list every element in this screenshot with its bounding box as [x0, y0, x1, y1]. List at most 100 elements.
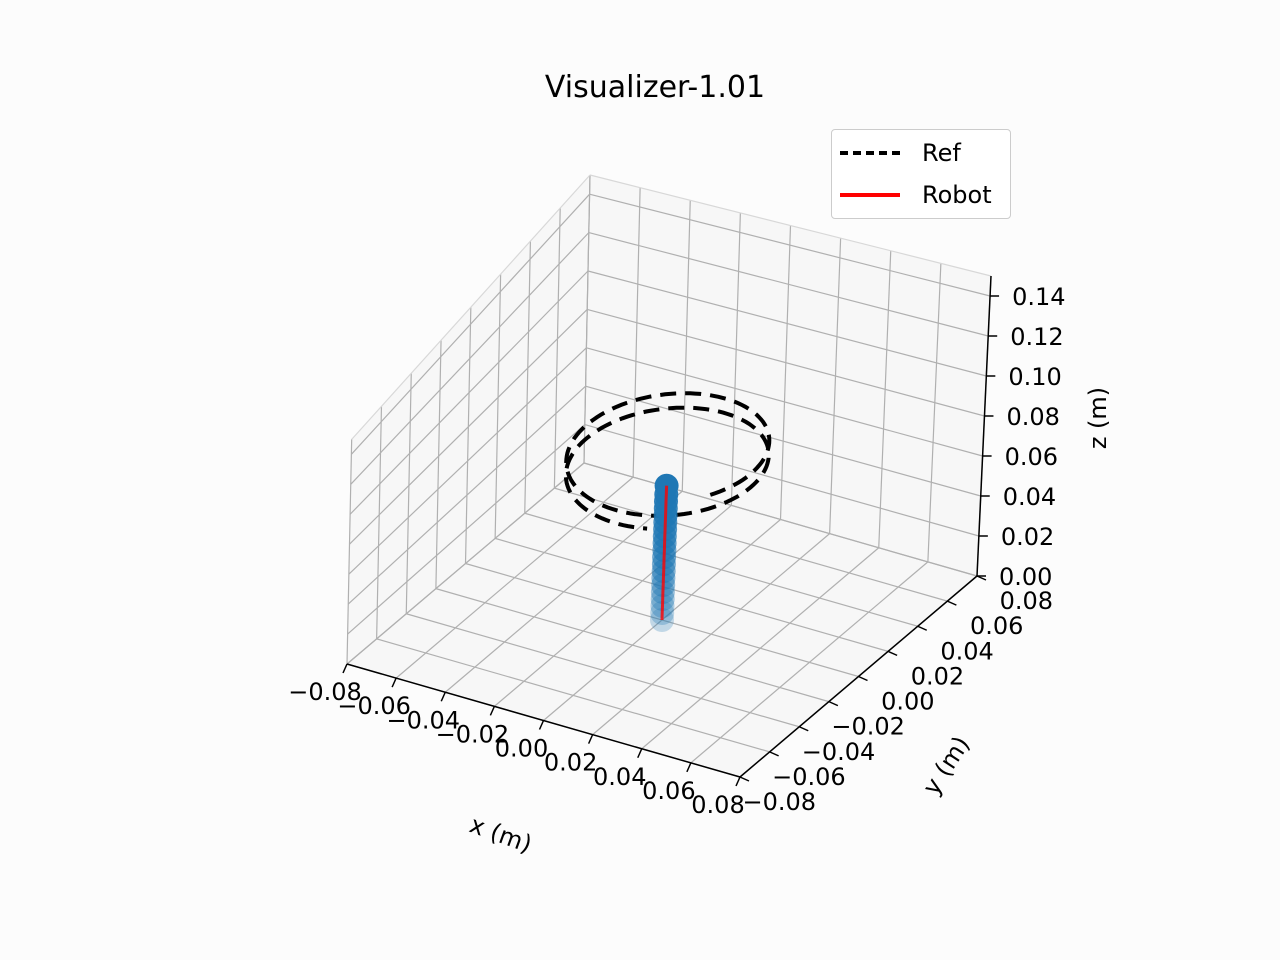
y-axis-label: y (m)	[917, 731, 975, 800]
floor-grid-line	[524, 512, 918, 627]
pane-edge	[589, 174, 992, 277]
floor-grid-line	[554, 487, 948, 602]
back-wall-grid-line	[583, 462, 978, 577]
x-tick	[735, 776, 741, 787]
ref-trajectory-line	[563, 391, 772, 531]
z-tick-label: 0.00	[999, 563, 1052, 591]
y-tick-label: 0.02	[911, 662, 964, 690]
legend-label-ref: Ref	[922, 139, 961, 167]
back-wall-grid-line	[878, 250, 892, 548]
y-tick-label: 0.08	[1000, 587, 1053, 615]
left-wall-grid-line	[494, 274, 502, 539]
floor-grid-line	[435, 588, 830, 703]
left-wall-grid-line	[346, 439, 353, 665]
back-wall-grid-line	[587, 308, 985, 417]
y-tick	[917, 625, 928, 631]
y-tick	[828, 700, 839, 707]
x-tick-label: 0.02	[544, 749, 597, 777]
x-tick	[538, 720, 545, 730]
x-tick-label: −0.04	[386, 706, 460, 734]
y-tick-label: 0.04	[940, 637, 993, 665]
left-wall-grid-line	[346, 462, 585, 665]
left-wall-grid-line	[347, 424, 586, 635]
z-tick-label: 0.08	[1006, 403, 1059, 431]
pane-edge	[351, 174, 591, 440]
floor-grid-line	[376, 638, 770, 753]
left-wall-grid-line	[348, 347, 587, 575]
back-wall-grid-line	[586, 347, 983, 457]
x-tick	[637, 748, 643, 759]
z-tick-label: 0.02	[1001, 523, 1054, 551]
back-wall-grid-line	[730, 212, 741, 506]
y-tick-label: 0.06	[970, 612, 1023, 640]
y-tick	[769, 751, 779, 757]
left-wall-grid-line	[376, 406, 383, 639]
back-wall-grid-line	[584, 424, 980, 537]
tick-labels: −0.08−0.06−0.04−0.020.000.020.040.060.08…	[288, 283, 1065, 819]
left-wall-grid-line	[350, 232, 590, 485]
y-tick	[887, 650, 898, 657]
legend-swatch-robot	[840, 193, 900, 197]
left-wall-grid-line	[349, 270, 589, 515]
y-tick	[858, 675, 868, 682]
robot-trajectory-line	[660, 485, 669, 621]
z-axis-line	[976, 275, 992, 577]
left-wall-grid-line	[347, 385, 587, 605]
left-wall-grid-line	[524, 241, 532, 514]
back-wall-grid-line	[587, 270, 987, 377]
x-tick	[391, 677, 397, 688]
x-tick-label: −0.08	[288, 678, 362, 706]
left-wall-grid-line	[553, 208, 561, 489]
back-wall-grid-line	[588, 232, 989, 337]
x-tick-label: −0.06	[337, 692, 411, 720]
floor-grid-line	[494, 537, 889, 652]
chart-title: Visualizer-1.01	[544, 70, 766, 105]
x-tick	[489, 706, 496, 716]
x-tick	[440, 691, 446, 702]
z-axis-label: z (m)	[1084, 387, 1112, 449]
z-tick-label: 0.04	[1003, 483, 1056, 511]
axis-lines	[342, 275, 1000, 787]
x-tick-label: −0.02	[436, 720, 510, 748]
left-wall-grid-line	[349, 308, 588, 545]
back-wall-grid-line	[779, 225, 792, 520]
left-wall-grid-line	[405, 373, 412, 614]
x-axis-label: x (m)	[466, 810, 536, 858]
back-wall-grid-line	[585, 385, 981, 497]
y-tick	[739, 776, 750, 782]
y-tick-label: −0.02	[831, 713, 905, 741]
back-wall-grid-line	[681, 200, 691, 492]
x-tick-label: 0.04	[593, 763, 646, 791]
x-tick-label: 0.00	[495, 735, 548, 763]
legend-item-ref: Ref	[840, 139, 961, 167]
floor-grid-line	[406, 613, 800, 728]
z-tick-label: 0.14	[1012, 283, 1065, 311]
legend: Ref Robot	[831, 129, 1011, 219]
y-tick-label: −0.08	[742, 788, 816, 816]
back-wall-grid-line	[829, 238, 842, 534]
y-tick-label: 0.00	[881, 688, 934, 716]
legend-label-robot: Robot	[922, 181, 992, 209]
back-wall-grid-line	[583, 174, 591, 464]
back-wall-grid-line	[632, 187, 641, 478]
x-tick-label: 0.06	[642, 777, 695, 805]
z-tick-label: 0.10	[1008, 363, 1061, 391]
back-wall-grid-line	[589, 193, 991, 297]
legend-item-robot: Robot	[840, 181, 992, 209]
x-tick	[587, 734, 594, 744]
x-tick	[686, 762, 692, 773]
left-wall-grid-line	[435, 340, 442, 589]
x-tick	[342, 663, 348, 674]
back-wall-grid-line	[927, 263, 942, 562]
z-tick-label: 0.06	[1005, 443, 1058, 471]
y-tick	[947, 600, 957, 606]
x-tick-label: 0.08	[691, 791, 744, 819]
y-tick-label: −0.04	[802, 738, 876, 766]
y-tick	[798, 726, 809, 732]
z-tick-label: 0.12	[1010, 323, 1063, 351]
left-wall-grid-line	[350, 193, 591, 455]
left-wall-grid-line	[464, 307, 472, 564]
data-series	[563, 391, 772, 632]
legend-swatch-ref	[840, 151, 900, 155]
